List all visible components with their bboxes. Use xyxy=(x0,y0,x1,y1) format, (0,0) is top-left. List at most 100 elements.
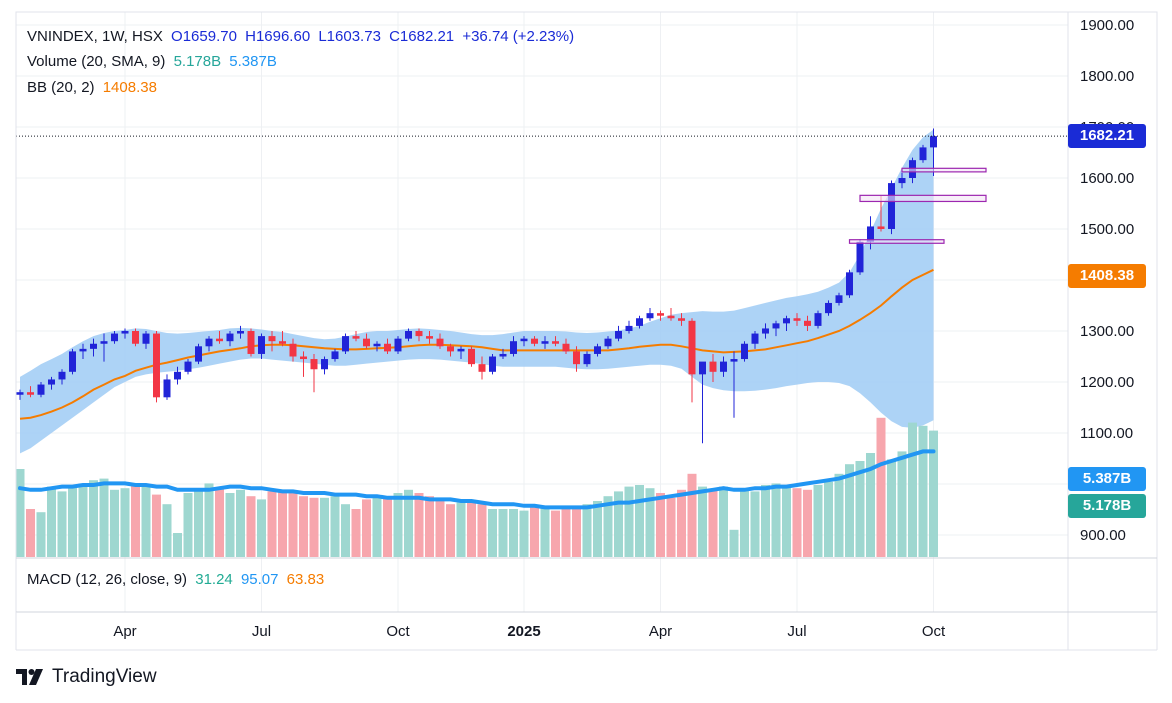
candle-body xyxy=(489,356,496,372)
sr-zone-box xyxy=(848,239,945,244)
candle-body xyxy=(27,392,34,395)
candle-body xyxy=(279,341,286,344)
candle-body xyxy=(163,379,171,398)
candle-body xyxy=(121,331,129,334)
candle-body xyxy=(814,313,822,326)
volume-bar xyxy=(89,480,98,557)
volume-bar xyxy=(425,496,434,557)
time-tick-label: Oct xyxy=(922,623,946,640)
volume-bar xyxy=(36,512,46,557)
volume-bar xyxy=(887,459,896,557)
candle-body xyxy=(667,315,675,319)
candle-body xyxy=(111,333,118,342)
candle-body xyxy=(352,336,360,339)
candle-body xyxy=(300,356,307,360)
volume-bar xyxy=(582,504,592,557)
candle-body xyxy=(625,325,633,331)
volume-bar xyxy=(194,491,203,557)
close-value: C1682.21 xyxy=(389,28,455,45)
candle-body xyxy=(426,336,433,339)
candle-body xyxy=(69,351,76,372)
price-tick-label: 1500.00 xyxy=(1080,221,1134,238)
volume-bar xyxy=(635,485,644,557)
tradingview-brand[interactable]: TradingView xyxy=(16,666,157,688)
volume-bar xyxy=(26,509,35,557)
volume-legend[interactable]: Volume (20, SMA, 9) 5.178B 5.387B xyxy=(27,53,281,70)
candle-body xyxy=(793,318,801,321)
volume-bar xyxy=(435,499,445,557)
candle-body xyxy=(877,226,885,229)
candle-body xyxy=(657,313,664,316)
macd-hist-value: 63.83 xyxy=(286,571,325,588)
volume-bar xyxy=(120,488,130,557)
candle-body xyxy=(247,331,255,354)
volume-bar xyxy=(908,422,917,557)
candle-body xyxy=(363,338,370,347)
volume-bar xyxy=(99,478,109,557)
bb-label: BB (20, 2) xyxy=(27,79,95,96)
candle-body xyxy=(447,346,454,352)
support-resistance-boxes[interactable] xyxy=(848,167,987,244)
volume-bar xyxy=(215,488,224,557)
bb-legend[interactable]: BB (20, 2) 1408.38 xyxy=(27,79,161,96)
candlesticks[interactable] xyxy=(16,128,938,444)
volume-bar xyxy=(729,529,739,557)
candle-body xyxy=(709,361,717,372)
volume-bar xyxy=(624,486,634,557)
volume-bar xyxy=(677,489,686,557)
candle-body xyxy=(510,341,517,354)
time-tick-label: Jul xyxy=(787,623,806,640)
price-tick-label: 1100.00 xyxy=(1080,425,1133,442)
candle-body xyxy=(394,338,402,352)
candle-body xyxy=(520,338,528,342)
candle-body xyxy=(268,336,276,342)
open-value: O1659.70 xyxy=(171,28,237,45)
candle-body xyxy=(604,338,612,347)
macd-signal-value: 95.07 xyxy=(240,571,279,588)
volume-bar xyxy=(467,501,476,557)
volume-bar xyxy=(708,489,718,557)
time-axis[interactable]: Apr Jul Oct 2025 Apr Jul Oct xyxy=(113,623,946,640)
price-tick-label: 900.00 xyxy=(1080,527,1126,544)
volume-bar xyxy=(750,491,760,557)
candle-body xyxy=(100,341,108,344)
time-tick-label: Jul xyxy=(252,623,271,640)
volume-bar xyxy=(204,483,214,557)
volume-bar xyxy=(341,504,350,557)
macd-value: 31.24 xyxy=(195,571,233,588)
candle-body xyxy=(783,318,790,324)
volume-bar xyxy=(299,496,308,557)
candle-body xyxy=(79,348,87,352)
candle-body xyxy=(216,338,223,342)
pane-frame xyxy=(15,11,1158,651)
symbol-legend[interactable]: VNINDEX, 1W, HSX O1659.70 H1696.60 L1603… xyxy=(27,28,578,45)
volume-bar xyxy=(57,491,67,557)
volume-bar xyxy=(68,485,77,557)
volume-bar xyxy=(813,485,823,557)
volume-bar xyxy=(593,501,602,557)
candle-body xyxy=(331,351,339,360)
time-tick-label: Apr xyxy=(113,623,136,640)
sr-zone-box xyxy=(901,167,987,173)
candle-body xyxy=(888,183,895,229)
volume-bar xyxy=(614,491,623,557)
volume-bar xyxy=(866,453,875,557)
volume-bar xyxy=(918,425,928,557)
candle-body xyxy=(846,272,853,296)
volume-bar xyxy=(876,417,886,557)
volume-bar xyxy=(393,493,403,557)
volume-bar xyxy=(530,507,539,557)
candle-body xyxy=(688,320,696,375)
macd-legend[interactable]: MACD (12, 26, close, 9) 31.24 95.07 63.8… xyxy=(27,571,328,588)
candle-body xyxy=(205,338,213,347)
candle-body xyxy=(184,361,192,372)
candle-body xyxy=(436,338,444,347)
candle-body xyxy=(615,331,622,339)
volume-bar xyxy=(834,473,844,557)
volume-bar xyxy=(803,489,812,557)
candle-body xyxy=(90,343,97,349)
candle-body xyxy=(195,346,202,362)
candle-body xyxy=(930,136,937,148)
volume-bar xyxy=(383,496,392,557)
